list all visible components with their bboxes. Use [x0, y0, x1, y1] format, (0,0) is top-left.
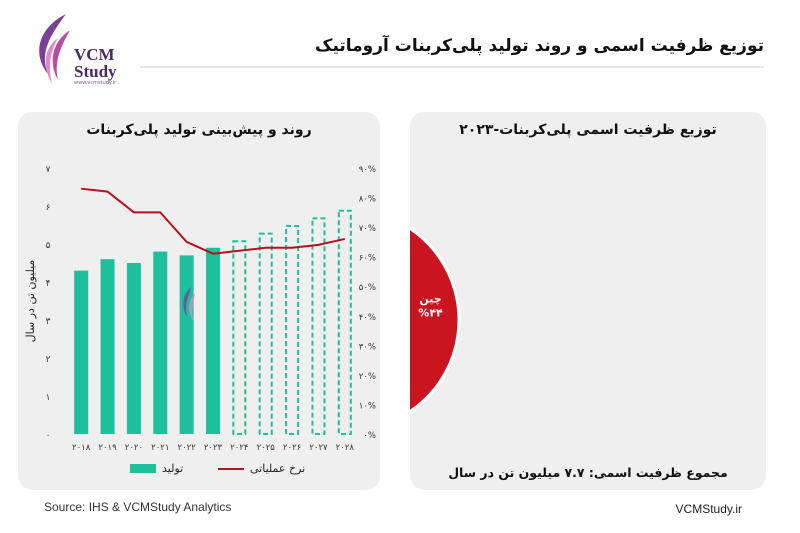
x-tick-label: ۲۰۱۹: [98, 443, 117, 453]
forecast-bar: [232, 240, 247, 435]
y-tick-label: ۰: [46, 431, 51, 441]
y2-tick-label: ۹۰%: [359, 165, 376, 175]
production-chart: ۰۱۲۳۴۵۶۷۰%۱۰%۲۰%۳۰%۴۰%۵۰%۶۰%۷۰%۸۰%۹۰%میل…: [24, 165, 376, 453]
production-bar: [100, 259, 115, 434]
brand-name: VCM Study: [74, 45, 117, 81]
production-bar: [153, 251, 168, 434]
production-bar: [179, 255, 194, 434]
y2-tick-label: ۶۰%: [359, 254, 376, 264]
x-tick-label: ۲۰۲۰: [125, 443, 143, 453]
capacity-panel: توزیع ظرفیت اسمی پلی‌کربنات-۲۰۲۳ چین%۴۴ا…: [410, 112, 766, 490]
y-tick-label: ۷: [46, 165, 51, 175]
slice-name-label: چین: [419, 292, 441, 305]
y2-tick-label: ۸۰%: [359, 195, 376, 205]
slice-value-label: %۴۴: [418, 306, 443, 319]
forecast-bar: [285, 225, 300, 435]
y2-tick-label: ۲۰%: [359, 372, 376, 382]
capacity-donut-chart: چین%۴۴اروپای غربی%۱۵آمریکا%۱۱کره جنوبی%۱…: [410, 226, 461, 414]
y2-tick-label: ۷۰%: [359, 224, 376, 234]
x-tick-label: ۲۰۲۲: [178, 443, 197, 453]
site-link[interactable]: VCMStudy.ir: [675, 502, 742, 516]
forecast-bar: [258, 232, 273, 435]
capacity-total: مجموع ظرفیت اسمی: ۷.۷ میلیون تن در سال: [448, 465, 728, 480]
production-bar: [74, 270, 89, 434]
legend-production: تولید: [130, 462, 183, 475]
production-chart-title: روند و پیش‌بینی تولید پلی‌کربنات: [86, 122, 312, 138]
y2-tick-label: ۱۰%: [359, 401, 376, 411]
legend-bar-swatch: [130, 464, 156, 473]
production-legend: تولید نرخ عملیاتی: [18, 462, 380, 482]
x-tick-label: ۲۰۲۱: [151, 443, 169, 453]
y-tick-label: ۳: [46, 317, 51, 327]
x-tick-label: ۲۰۱۸: [72, 443, 91, 453]
page-title: توزیع ظرفیت اسمی و روند تولید پلی‌کربنات…: [315, 36, 764, 56]
x-tick-label: ۲۰۲۸: [336, 443, 355, 453]
x-tick-label: ۲۰۲۵: [257, 443, 276, 453]
operating-rate-line: [81, 187, 346, 255]
x-tick-label: ۲۰۲۷: [309, 443, 328, 453]
y-tick-label: ۱: [46, 393, 51, 403]
y2-tick-label: ۰%: [363, 431, 376, 441]
flame-logo-icon: [39, 14, 70, 84]
source-note: Source: IHS & VCMStudy Analytics: [44, 500, 232, 514]
forecast-bar: [337, 209, 352, 435]
y2-tick-label: ۴۰%: [359, 313, 376, 323]
donut-slice: [410, 226, 461, 414]
legend-line-swatch: [218, 467, 244, 470]
x-tick-label: ۲۰۲۳: [204, 443, 223, 453]
x-tick-label: ۲۰۲۶: [283, 443, 301, 453]
watermark-logo-icon: [183, 287, 196, 321]
brand-logo: [18, 8, 138, 96]
y-tick-label: ۵: [46, 241, 51, 251]
forecast-bar: [311, 217, 326, 436]
y2-tick-label: ۵۰%: [359, 283, 376, 293]
production-panel: روند و پیش‌بینی تولید پلی‌کربنات ۰ ۱ ۲ ۳ ۴ ۵ ۶…: [18, 112, 380, 490]
y-axis-label: میلیون تن در سال: [24, 260, 37, 343]
production-bar: [126, 263, 141, 434]
production-bar: [206, 247, 220, 434]
legend-operating-rate: نرخ عملیاتی: [218, 462, 305, 475]
title-divider: [140, 66, 764, 68]
y2-tick-label: ۳۰%: [359, 342, 376, 352]
x-tick-label: ۲۰۲۴: [230, 443, 248, 453]
capacity-chart-title: توزیع ظرفیت اسمی پلی‌کربنات-۲۰۲۳: [459, 122, 717, 138]
brand-url: www.vcmstudy.ir: [74, 80, 117, 86]
y-tick-label: ۶: [46, 203, 51, 213]
y-tick-label: ۴: [46, 279, 51, 289]
y-tick-label: ۲: [46, 355, 51, 365]
